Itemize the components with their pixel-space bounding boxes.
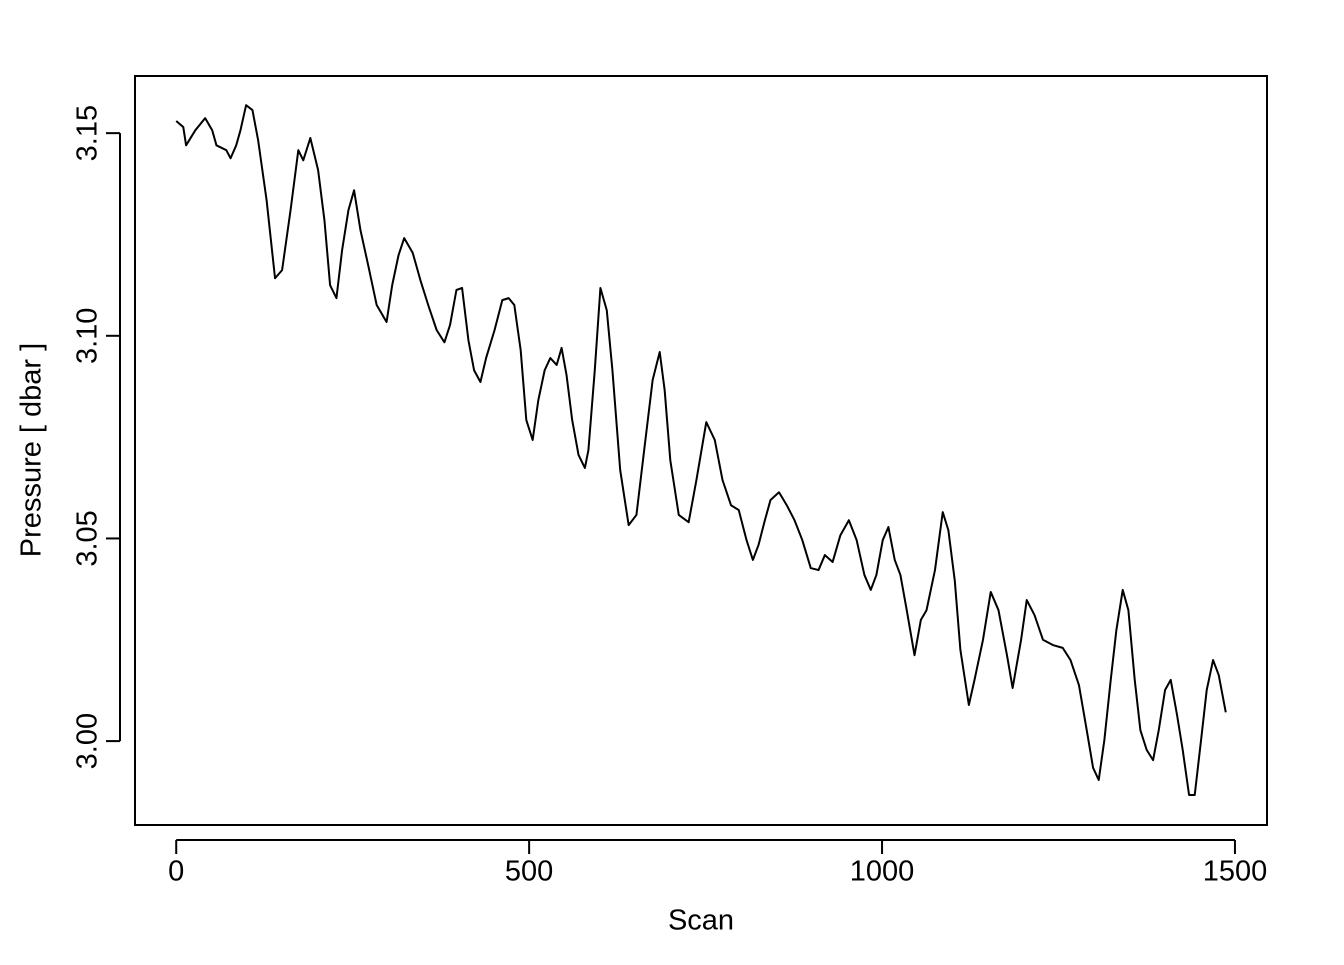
data-line (175, 104, 1227, 797)
x-tick-label: 1500 (1203, 856, 1268, 888)
x-tick-label: 1000 (850, 856, 915, 888)
x-axis-label: Scan (668, 905, 734, 937)
plot-box (134, 75, 1268, 826)
x-tick-label: 500 (505, 856, 553, 888)
y-axis-label: Pressure [ dbar ] (16, 343, 48, 557)
y-tick-label: 3.10 (72, 308, 104, 364)
y-tick-label: 3.00 (72, 713, 104, 769)
x-tick-label: 0 (168, 856, 184, 888)
y-tick-label: 3.05 (72, 510, 104, 566)
y-tick-label: 3.15 (72, 105, 104, 161)
